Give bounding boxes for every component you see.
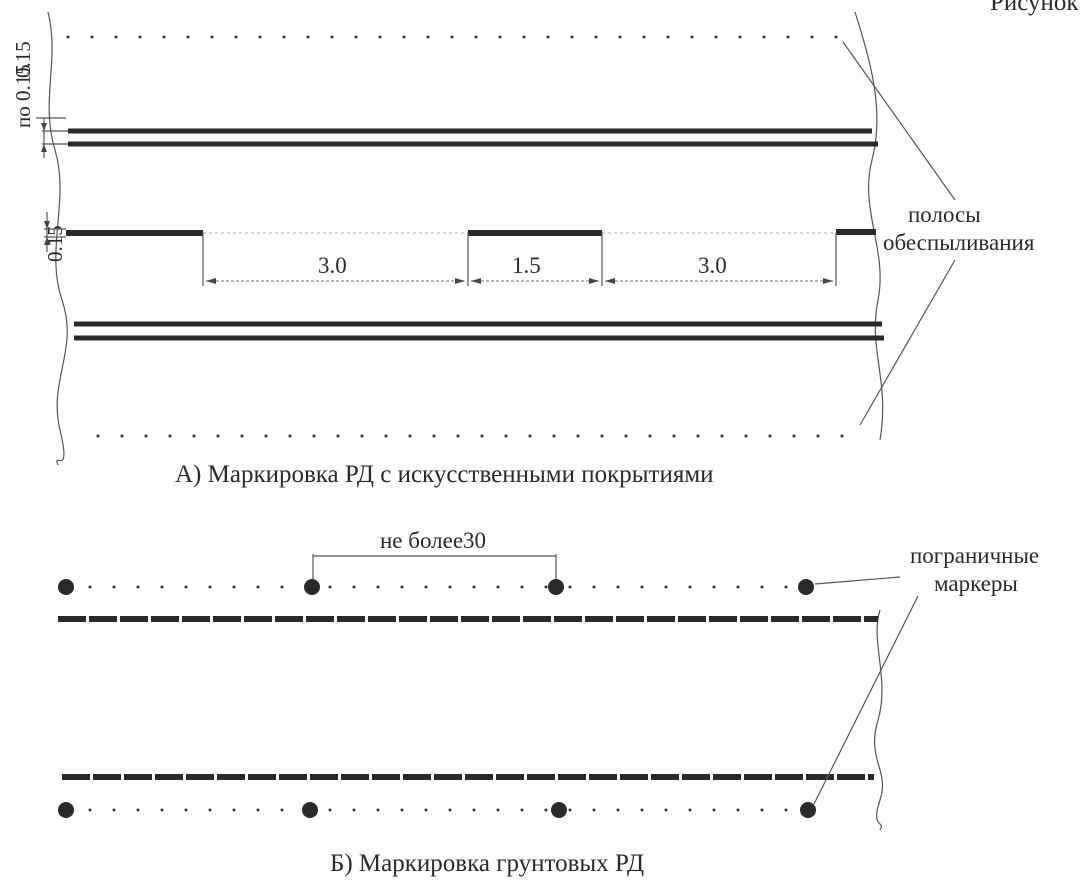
dim-gap-1-label: 3.0: [318, 253, 347, 278]
dim-offset-pair-label: по 0.15: [11, 64, 35, 128]
border-marker-bottom-2: [302, 802, 318, 818]
border-marker-top-1: [58, 579, 74, 595]
right-break-line-a: [854, 11, 884, 441]
dust-strips-label-line-2: обеспыливания: [883, 230, 1035, 255]
dim-offset-top-label: 0.15: [11, 41, 35, 78]
left-break-line-a: [47, 11, 68, 466]
part-a-artificial-surface: 3.0 1.5 3.0 по 0.15 0.15 0.15 полосы: [11, 11, 1035, 488]
border-marker-bottom-1: [58, 802, 74, 818]
border-marker-top-4: [798, 579, 814, 595]
right-break-line-b: [873, 609, 884, 831]
dim-gap-2: [605, 278, 833, 284]
border-marker-top-2: [304, 579, 320, 595]
border-markers-leader-top: [814, 576, 901, 585]
part-a-caption: А) Маркировка РД с искусственными покрыт…: [175, 461, 714, 488]
dim-offset-pair-ticks: [36, 117, 68, 158]
border-marker-top-3: [548, 579, 564, 595]
dust-strips-leader-bottom: [859, 259, 956, 426]
dim-offset-left-ticks: [44, 212, 66, 252]
border-markers-leader-bottom: [813, 595, 919, 805]
dust-strips-leader-top: [842, 41, 956, 201]
part-b-unpaved: не более30 пограничные маркеры Б) Маркир…: [58, 528, 1039, 877]
border-marker-bottom-3: [551, 802, 567, 818]
border-markers-label-line-2: маркеры: [934, 571, 1018, 596]
dim-gap-2-label: 3.0: [698, 253, 727, 278]
dim-gap-1: [206, 278, 465, 284]
dust-strips-label-line-1: полосы: [908, 202, 981, 227]
border-markers-label-line-1: пограничные: [910, 543, 1039, 568]
dim-dash-label: 1.5: [512, 253, 541, 278]
border-marker-bottom-4: [800, 802, 816, 818]
dim-dash: [471, 278, 599, 284]
part-b-caption: Б) Маркировка грунтовых РД: [330, 850, 644, 877]
figure-label: Рисунок: [990, 0, 1079, 16]
spacing-label: не более30: [380, 528, 486, 553]
